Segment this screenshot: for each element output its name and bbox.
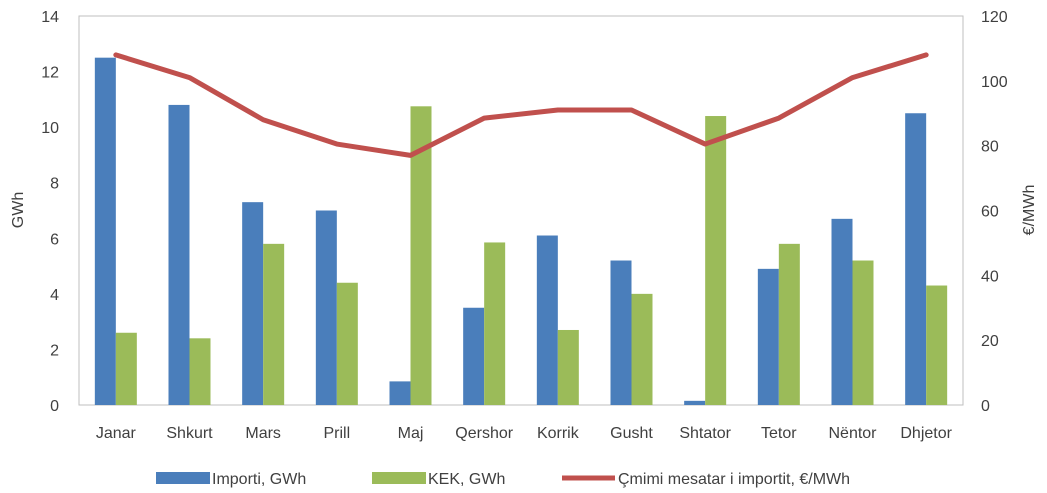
bar-kek-10 xyxy=(852,260,874,405)
right-tick-label: 0 xyxy=(981,398,990,415)
right-tick-label: 80 xyxy=(981,139,999,156)
bar-importi-2 xyxy=(242,202,264,405)
x-tick-label: Qershor xyxy=(455,425,513,442)
x-tick-label: Maj xyxy=(398,425,424,442)
x-tick-label: Mars xyxy=(245,425,281,442)
bar-importi-1 xyxy=(168,104,190,406)
left-tick-label: 8 xyxy=(50,176,59,193)
right-tick-label: 60 xyxy=(981,204,999,221)
left-tick-label: 14 xyxy=(41,9,59,26)
x-tick-label: Gusht xyxy=(610,425,653,442)
bar-importi-0 xyxy=(94,57,116,406)
bar-importi-5 xyxy=(463,307,485,405)
left-tick-label: 4 xyxy=(50,287,59,304)
bar-importi-7 xyxy=(610,260,632,405)
x-tick-label: Nëntor xyxy=(828,425,877,442)
legend-label-importi: Importi, GWh xyxy=(212,471,306,488)
left-tick-label: 6 xyxy=(50,231,59,248)
left-tick-label: 2 xyxy=(50,342,59,359)
bar-importi-11 xyxy=(905,113,927,405)
left-tick-label: 0 xyxy=(50,398,59,415)
right-tick-label: 40 xyxy=(981,268,999,285)
x-axis-tick-labels: Janar Shkurt Mars Prill Maj Qershor Korrik Gush… xyxy=(96,425,953,442)
bar-importi-8 xyxy=(684,400,706,405)
bar-importi-9 xyxy=(757,268,779,405)
x-tick-label: Prill xyxy=(323,425,350,442)
bar-kek-8 xyxy=(705,116,727,406)
bar-kek-1 xyxy=(189,338,211,405)
right-tick-label: 20 xyxy=(981,333,999,350)
x-tick-label: Shtator xyxy=(679,425,731,442)
line-cmimi xyxy=(113,52,929,158)
x-tick-label: Janar xyxy=(96,425,137,442)
plot-area xyxy=(78,15,964,406)
legend-swatch-importi xyxy=(156,472,210,484)
legend-label-cmimi: Çmimi mesatar i importit, €/MWh xyxy=(618,471,850,488)
left-axis-tick-labels: 0 2 4 6 8 10 12 14 xyxy=(41,9,59,415)
x-tick-label: Korrik xyxy=(537,425,580,442)
x-tick-label: Shkurt xyxy=(166,425,213,442)
bar-kek-3 xyxy=(336,282,358,405)
right-axis-tick-labels: 0 20 40 60 80 100 120 xyxy=(981,9,1008,415)
left-axis-title: GWh xyxy=(10,192,27,228)
right-axis-title: €/MWh xyxy=(1021,185,1038,236)
bar-kek-6 xyxy=(557,329,579,405)
right-tick-label: 120 xyxy=(981,9,1008,26)
bar-importi-4 xyxy=(389,381,411,405)
left-tick-label: 12 xyxy=(41,65,59,82)
legend-label-kek: KEK, GWh xyxy=(428,471,505,488)
line-group xyxy=(113,52,929,158)
legend: Importi, GWh KEK, GWh Çmimi mesatar i impo… xyxy=(156,471,850,488)
bar-importi-3 xyxy=(315,210,337,405)
x-tick-label: Tetor xyxy=(761,425,797,442)
bar-kek-2 xyxy=(263,243,285,405)
bar-kek-4 xyxy=(410,106,432,405)
left-tick-label: 10 xyxy=(41,120,59,137)
bar-kek-7 xyxy=(631,293,653,405)
legend-swatch-kek xyxy=(372,472,426,484)
bar-importi-10 xyxy=(831,218,853,405)
x-tick-label: Dhjetor xyxy=(900,425,952,442)
bar-kek-0 xyxy=(115,332,137,405)
bars-group xyxy=(94,57,948,406)
bar-importi-6 xyxy=(536,235,558,405)
bar-kek-11 xyxy=(926,285,948,405)
bar-kek-5 xyxy=(484,242,506,405)
bar-kek-9 xyxy=(778,243,800,405)
right-tick-label: 100 xyxy=(981,74,1008,91)
